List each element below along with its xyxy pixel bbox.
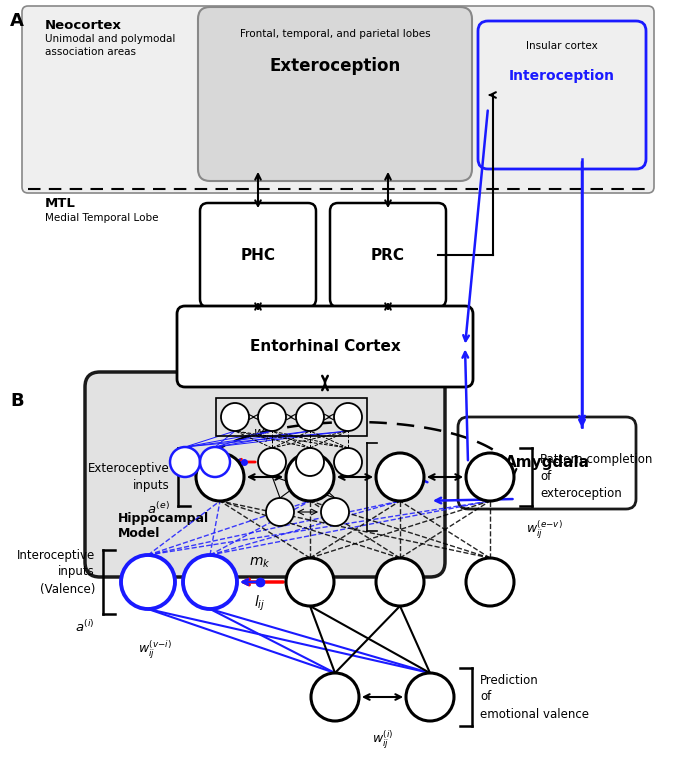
FancyBboxPatch shape: [200, 203, 316, 307]
Bar: [216, 398, 367, 436]
Circle shape: [334, 403, 362, 431]
Circle shape: [376, 558, 424, 606]
Text: $m_k$: $m_k$: [250, 555, 271, 570]
Circle shape: [183, 555, 237, 609]
Text: PHC: PHC: [241, 248, 275, 262]
Text: $w_{ij}^{(e)}$: $w_{ij}^{(e)}$: [253, 423, 277, 445]
Text: $w_{ij}^{(i)}$: $w_{ij}^{(i)}$: [372, 729, 393, 751]
Text: $w_{ij}^{(e\mathsf{-}v)}$: $w_{ij}^{(e\mathsf{-}v)}$: [526, 518, 563, 541]
FancyBboxPatch shape: [85, 372, 445, 577]
Circle shape: [406, 673, 454, 721]
Text: PRC: PRC: [371, 248, 405, 262]
Text: A: A: [10, 12, 24, 30]
Circle shape: [334, 448, 362, 476]
Text: Interoception: Interoception: [509, 69, 615, 83]
Text: Frontal, temporal, and parietal lobes: Frontal, temporal, and parietal lobes: [239, 29, 430, 39]
Text: Neocortex: Neocortex: [45, 19, 122, 32]
FancyBboxPatch shape: [478, 21, 646, 169]
FancyBboxPatch shape: [330, 203, 446, 307]
Circle shape: [196, 453, 244, 501]
Circle shape: [200, 447, 230, 477]
Text: Unimodal and polymodal
association areas: Unimodal and polymodal association areas: [45, 34, 175, 58]
Circle shape: [170, 447, 200, 477]
Circle shape: [376, 453, 424, 501]
Text: MTL: MTL: [45, 197, 76, 210]
Text: Exteroceptive
inputs: Exteroceptive inputs: [88, 462, 170, 492]
Text: Prediction
of
emotional valence: Prediction of emotional valence: [480, 673, 589, 720]
Text: Pattern completion
of
exteroception: Pattern completion of exteroception: [540, 453, 652, 501]
Text: B: B: [10, 392, 24, 410]
Text: Interoceptive
inputs
(Valence): Interoceptive inputs (Valence): [17, 548, 95, 595]
Circle shape: [286, 453, 334, 501]
FancyBboxPatch shape: [177, 306, 473, 387]
Circle shape: [466, 453, 514, 501]
Text: $a^{(e)}$: $a^{(e)}$: [148, 501, 170, 517]
Circle shape: [266, 498, 294, 526]
Text: $l_{ij}$: $l_{ij}$: [254, 594, 266, 614]
Circle shape: [258, 448, 286, 476]
Circle shape: [258, 403, 286, 431]
Circle shape: [311, 673, 359, 721]
Circle shape: [296, 403, 324, 431]
Circle shape: [221, 403, 249, 431]
Circle shape: [466, 558, 514, 606]
Text: $a^{(i)}$: $a^{(i)}$: [75, 619, 95, 635]
Circle shape: [321, 498, 349, 526]
FancyBboxPatch shape: [22, 6, 654, 193]
FancyBboxPatch shape: [458, 417, 636, 509]
Text: Amygdala: Amygdala: [505, 456, 590, 470]
Circle shape: [296, 448, 324, 476]
Text: Medial Temporal Lobe: Medial Temporal Lobe: [45, 213, 158, 223]
Text: Hippocampal
Model: Hippocampal Model: [118, 512, 209, 540]
Text: Entorhinal Cortex: Entorhinal Cortex: [250, 339, 401, 354]
FancyBboxPatch shape: [198, 7, 472, 181]
Text: Exteroception: Exteroception: [269, 57, 401, 75]
Text: Insular cortex: Insular cortex: [526, 41, 598, 51]
Circle shape: [121, 555, 175, 609]
Circle shape: [286, 558, 334, 606]
Text: $w_{ij}^{(v\mathsf{-}i)}$: $w_{ij}^{(v\mathsf{-}i)}$: [138, 638, 172, 660]
